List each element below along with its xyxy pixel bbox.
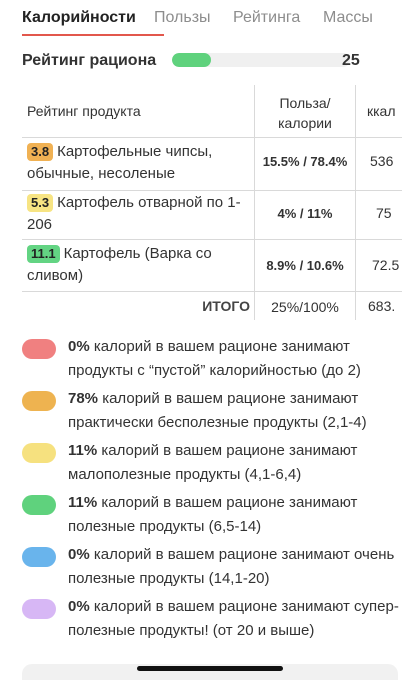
diet-rating-bar: [172, 53, 350, 67]
legend-text: 0% калорий в вашем рационе занимают супе…: [68, 595, 402, 643]
product-kcal: 72.5: [372, 257, 400, 273]
product-benefit: 8.9% / 10.6%: [266, 258, 344, 273]
diet-rating-bar-fill: [172, 53, 212, 67]
legend-description: калорий в вашем рационе занимают продукт…: [68, 338, 361, 379]
product-score-badge: 5.3: [27, 194, 54, 212]
header-benefit-line1: Польза/: [279, 95, 331, 111]
product-name: Картофельные чипсы, обычные, несоленые: [27, 143, 213, 182]
legend-item-useless: 78% калорий в вашем рационе занимают пра…: [22, 387, 402, 437]
legend-percent: 11%: [68, 442, 98, 459]
legend-description: калорий в вашем рационе занимают малопол…: [68, 442, 358, 483]
tab-benefit[interactable]: Пользы: [154, 9, 211, 26]
legend-description: калорий в вашем рационе занимают очень п…: [68, 546, 395, 587]
tab-mass[interactable]: Массы: [323, 9, 373, 26]
legend-percent: 0%: [68, 598, 90, 615]
legend-text: 11% калорий в вашем рационе занимают мал…: [68, 439, 402, 487]
legend-percent: 0%: [68, 338, 90, 355]
legend-item-useful: 11% калорий в вашем рационе занимают пол…: [22, 491, 402, 541]
product-benefit: 15.5% / 78.4%: [262, 154, 348, 169]
legend-item-low-benefit: 11% калорий в вашем рационе занимают мал…: [22, 439, 402, 489]
total-kcal: 683.: [368, 298, 396, 314]
table-divider: [22, 239, 402, 240]
header-product[interactable]: Рейтинг продукта: [27, 103, 141, 119]
legend-color-swatch: [22, 547, 56, 567]
table-row-product[interactable]: 3.8 Картофельные чипсы, обычные, несолены…: [27, 141, 251, 185]
legend-percent: 78%: [68, 390, 99, 407]
product-score-badge: 11.1: [27, 245, 60, 263]
diet-rating: Рейтинг рациона 25: [22, 52, 402, 72]
diet-rating-label: Рейтинг рациона: [22, 52, 157, 69]
total-label: ИТОГО: [202, 298, 250, 314]
legend-description: калорий в вашем рационе занимают супер-п…: [68, 598, 399, 639]
product-kcal: 536: [370, 153, 394, 169]
header-benefit-line2: калории: [278, 115, 332, 131]
legend-item-super-useful: 0% калорий в вашем рационе занимают супе…: [22, 595, 402, 645]
home-indicator[interactable]: [137, 666, 283, 671]
product-kcal: 75: [376, 205, 392, 221]
table-divider: [22, 291, 402, 292]
legend-text: 0% калорий в вашем рационе занимают очен…: [68, 543, 402, 591]
table-divider: [22, 137, 402, 138]
legend-percent: 0%: [68, 546, 90, 563]
tab-rating[interactable]: Рейтинга: [233, 9, 301, 26]
table-row-product[interactable]: 5.3 Картофель отварной по 1-206: [27, 192, 251, 236]
tab-bar: Калорийности Пользы Рейтинга Массы: [0, 0, 420, 36]
legend-description: калорий в вашем рационе занимают полезны…: [68, 494, 358, 535]
legend-percent: 11%: [68, 494, 98, 511]
legend-item-empty: 0% калорий в вашем рационе занимают прод…: [22, 335, 402, 385]
legend-text: 0% калорий в вашем рационе занимают прод…: [68, 335, 402, 383]
legend-description: калорий в вашем рационе занимают практич…: [68, 390, 367, 431]
legend-item-very-useful: 0% калорий в вашем рационе занимают очен…: [22, 543, 402, 593]
legend-color-swatch: [22, 443, 56, 463]
legend-color-swatch: [22, 495, 56, 515]
table-row-product[interactable]: 11.1 Картофель (Варка со сливом): [27, 243, 251, 287]
product-name: Картофель отварной по 1-206: [27, 194, 241, 233]
legend-text: 11% калорий в вашем рационе занимают пол…: [68, 491, 402, 539]
legend-color-swatch: [22, 599, 56, 619]
total-benefit: 25%/100%: [271, 299, 339, 315]
legend-color-swatch: [22, 339, 56, 359]
header-benefit[interactable]: Польза/ калории: [258, 93, 352, 133]
active-tab-indicator: [22, 34, 164, 36]
table-divider: [22, 190, 402, 191]
legend-text: 78% калорий в вашем рационе занимают пра…: [68, 387, 402, 435]
legend-color-swatch: [22, 391, 56, 411]
product-benefit: 4% / 11%: [277, 206, 333, 221]
bottom-panel[interactable]: [22, 664, 398, 680]
table-column-divider: [254, 85, 255, 320]
diet-rating-value: 25: [342, 52, 360, 69]
table-column-divider: [355, 85, 356, 320]
product-name: Картофель (Варка со сливом): [27, 245, 212, 284]
product-table: Рейтинг продукта Польза/ калории ккал 3.…: [22, 85, 402, 320]
header-kcal[interactable]: ккал: [367, 103, 396, 119]
product-score-badge: 3.8: [27, 143, 54, 161]
tab-calories[interactable]: Калорийности: [22, 9, 136, 26]
